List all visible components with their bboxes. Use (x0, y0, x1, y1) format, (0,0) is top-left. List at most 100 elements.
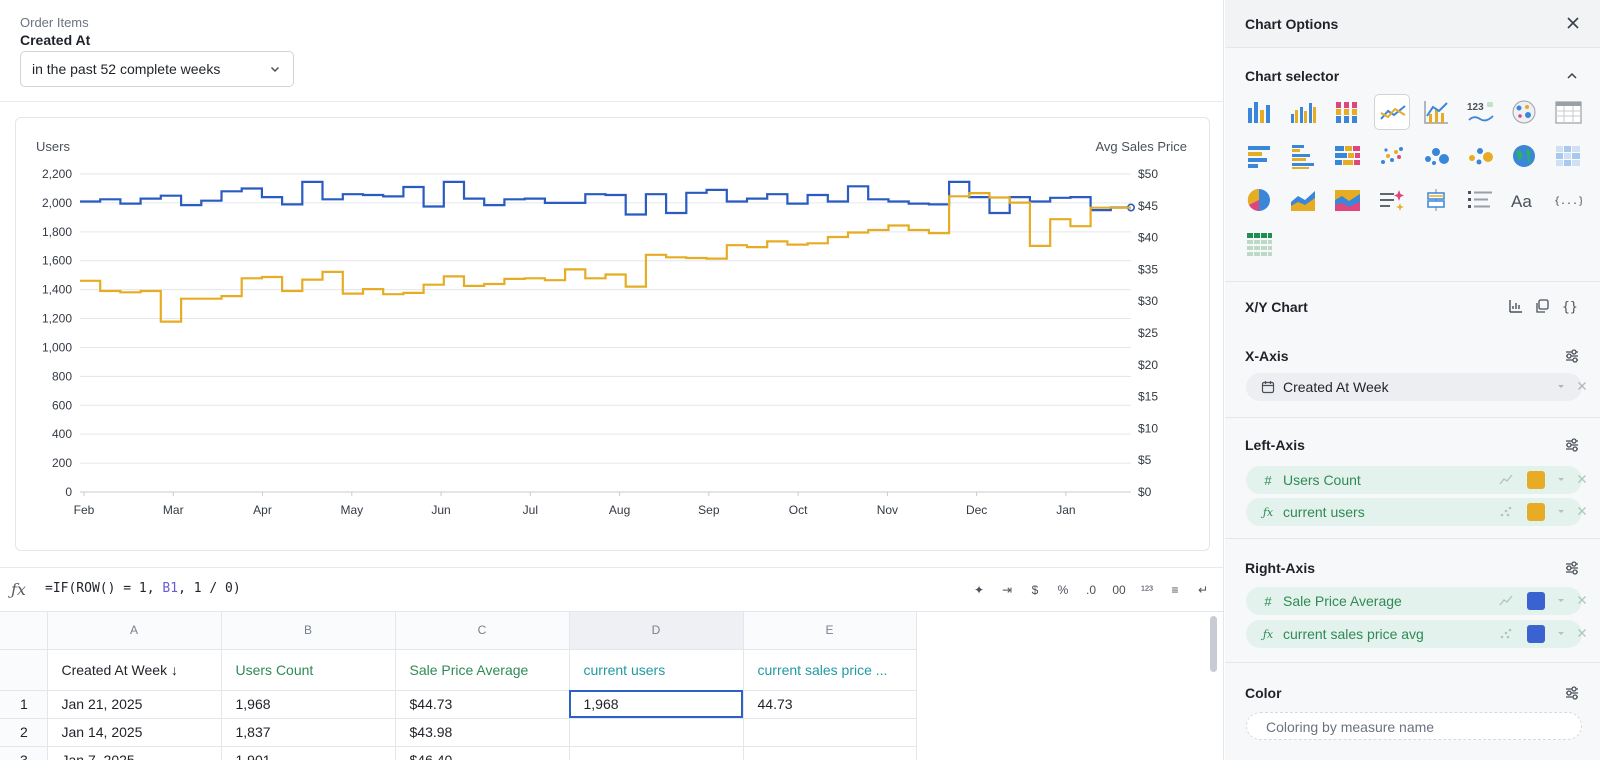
row-number[interactable]: 3 (0, 746, 48, 760)
format-tool-button[interactable]: .0 (1085, 583, 1096, 597)
format-tool-button[interactable]: ≡ (1171, 583, 1179, 597)
line-chart-option[interactable] (1373, 94, 1410, 130)
scatter-style-icon[interactable] (1499, 505, 1513, 519)
horizontal-grouped-bar-option[interactable] (1285, 138, 1321, 174)
table-cell[interactable] (743, 718, 917, 747)
format-tool-button[interactable]: 00 (1112, 583, 1126, 597)
copy-icon[interactable] (1534, 298, 1550, 314)
x-axis-field-pill[interactable]: Created At Week (1246, 373, 1586, 401)
remove-icon[interactable] (1577, 628, 1587, 638)
table-cell[interactable]: 1,901 (221, 746, 396, 760)
color-swatch[interactable] (1527, 625, 1545, 643)
color-swatch[interactable] (1527, 471, 1545, 489)
bubble-mixed-option[interactable] (1462, 138, 1498, 174)
column-letter[interactable]: C (395, 612, 570, 650)
color-swatch[interactable] (1527, 503, 1545, 521)
row-number[interactable]: 1 (0, 690, 48, 719)
scatter-style-icon[interactable] (1499, 627, 1513, 641)
chevron-up-icon[interactable] (1564, 68, 1580, 84)
table-cell[interactable]: $46.40 (395, 746, 570, 760)
format-tool-button[interactable]: ↵ (1197, 583, 1209, 597)
table-cell[interactable]: $44.73 (395, 690, 570, 719)
sliders-icon[interactable] (1564, 560, 1580, 576)
column-header[interactable]: Users Count (221, 649, 396, 691)
bubble-option[interactable] (1418, 138, 1454, 174)
right-axis-pill-sale-price-average[interactable]: # Sale Price Average (1246, 587, 1586, 615)
chart-card[interactable]: Users Avg Sales Price 0 200 400 600 800 1,000… (15, 117, 1210, 551)
area-chart-option[interactable] (1285, 182, 1321, 218)
ai-list-option[interactable] (1374, 182, 1410, 218)
table-option[interactable] (1550, 94, 1586, 130)
column-header[interactable]: current users (569, 649, 744, 691)
json-option[interactable]: {...} (1550, 182, 1586, 218)
chevron-down-icon[interactable] (1556, 506, 1566, 516)
line-style-icon[interactable] (1499, 473, 1513, 487)
left-axis-pill-users-count[interactable]: # Users Count (1246, 466, 1586, 494)
vertical-scrollbar[interactable] (1210, 616, 1217, 672)
column-header[interactable]: Sale Price Average (395, 649, 570, 691)
color-dropzone[interactable]: Coloring by measure name (1246, 712, 1582, 740)
pivot-table-option[interactable] (1241, 226, 1277, 262)
text-option[interactable]: Aa (1506, 182, 1542, 218)
close-icon[interactable] (1566, 16, 1580, 30)
pie-chart-option[interactable] (1241, 182, 1277, 218)
chart-style-icon[interactable] (1508, 298, 1524, 314)
heatmap-option[interactable] (1550, 138, 1586, 174)
stacked-bar-option[interactable] (1329, 94, 1365, 130)
table-cell[interactable] (569, 746, 744, 760)
horizontal-stacked-bar-option[interactable] (1329, 138, 1365, 174)
remove-icon[interactable] (1577, 595, 1587, 605)
formula-bar[interactable]: ƒx =IF(ROW() = 1, B1, 1 / 0) ✦ ⇥ $% .0 00 ¹²³… (0, 567, 1224, 611)
stacked-area-option[interactable] (1329, 182, 1365, 218)
table-cell[interactable]: Jan 14, 2025 (47, 718, 222, 747)
spreadsheet[interactable]: A B C D E Created At Week ↓ Users Count … (0, 611, 1224, 760)
single-value-option[interactable]: 123 (1462, 94, 1498, 130)
format-tool-button[interactable]: ¹²³ (1141, 583, 1153, 597)
format-tool-button[interactable]: ✦ (973, 583, 985, 597)
format-tool-button[interactable]: % (1057, 583, 1069, 597)
line-style-icon[interactable] (1499, 594, 1513, 608)
column-header[interactable]: current sales price ... (743, 649, 917, 691)
filter-date-select[interactable]: in the past 52 complete weeks (20, 51, 294, 87)
corner-cell[interactable] (0, 612, 48, 650)
chevron-down-icon[interactable] (1556, 474, 1566, 484)
grouped-bar-option[interactable] (1285, 94, 1321, 130)
horizontal-bar-option[interactable] (1241, 138, 1277, 174)
sliders-icon[interactable] (1564, 437, 1580, 453)
formula-input[interactable]: =IF(ROW() = 1, B1, 1 / 0) (45, 581, 241, 596)
braces-icon[interactable]: {} (1561, 298, 1577, 314)
table-cell[interactable]: 1,837 (221, 718, 396, 747)
format-tool-button[interactable]: ⇥ (1001, 583, 1013, 597)
remove-icon[interactable] (1577, 474, 1587, 484)
left-axis-pill-current-users[interactable]: ƒx current users (1246, 498, 1586, 526)
table-cell[interactable]: Jan 21, 2025 (47, 690, 222, 719)
table-cell[interactable]: 44.73 (743, 690, 917, 719)
table-cell[interactable] (743, 746, 917, 760)
sliders-icon[interactable] (1564, 685, 1580, 701)
globe-dots-option[interactable] (1506, 94, 1542, 130)
bar-chart-option[interactable] (1241, 94, 1277, 130)
format-tool-button[interactable]: $ (1031, 583, 1039, 597)
table-cell[interactable]: $43.98 (395, 718, 570, 747)
list-option[interactable] (1462, 182, 1498, 218)
boxplot-option[interactable] (1418, 182, 1454, 218)
scatter-option[interactable] (1374, 138, 1410, 174)
chevron-down-icon[interactable] (1556, 595, 1566, 605)
column-letter[interactable]: D (569, 612, 744, 650)
table-cell[interactable] (569, 718, 744, 747)
column-letter[interactable]: A (47, 612, 222, 650)
column-letter[interactable]: E (743, 612, 917, 650)
column-letter[interactable]: B (221, 612, 396, 650)
chevron-down-icon[interactable] (1556, 381, 1566, 391)
column-header[interactable]: Created At Week ↓ (47, 649, 222, 691)
remove-icon[interactable] (1577, 381, 1587, 391)
right-axis-pill-current-sales-price-avg[interactable]: ƒx current sales price avg (1246, 620, 1586, 648)
table-cell[interactable]: 1,968 (221, 690, 396, 719)
combo-chart-option[interactable] (1418, 94, 1454, 130)
map-globe-option[interactable] (1506, 138, 1542, 174)
table-cell[interactable]: Jan 7, 2025 (47, 746, 222, 760)
sliders-icon[interactable] (1564, 348, 1580, 364)
row-number[interactable]: 2 (0, 718, 48, 747)
selected-cell[interactable]: 1,968 (569, 690, 744, 719)
color-swatch[interactable] (1527, 592, 1545, 610)
